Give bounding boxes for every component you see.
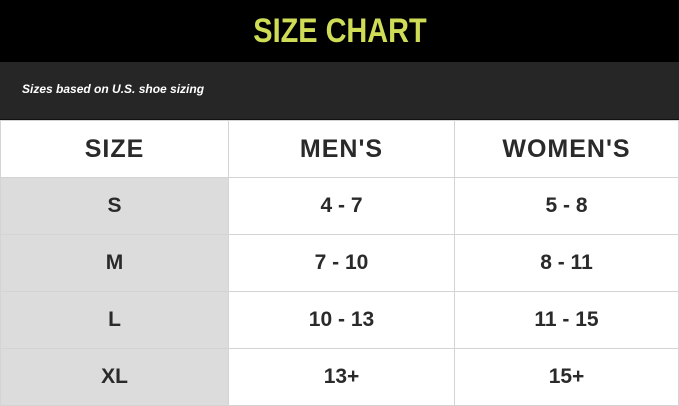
header-mens: MEN'S bbox=[228, 120, 455, 178]
table-row: XL 13+ 15+ bbox=[0, 348, 679, 406]
table-header-row: SIZE MEN'S WOMEN'S bbox=[0, 120, 679, 178]
size-cell: L bbox=[0, 291, 229, 349]
size-cell: XL bbox=[0, 348, 229, 406]
size-cell: M bbox=[0, 234, 229, 292]
womens-cell: 15+ bbox=[454, 348, 679, 406]
page-title: SIZE CHART bbox=[252, 11, 427, 50]
womens-cell: 8 - 11 bbox=[454, 234, 679, 292]
table-row: S 4 - 7 5 - 8 bbox=[0, 177, 679, 235]
mens-cell: 7 - 10 bbox=[228, 234, 455, 292]
size-table: SIZE MEN'S WOMEN'S S 4 - 7 5 - 8 M 7 - 1… bbox=[0, 120, 679, 406]
womens-cell: 5 - 8 bbox=[454, 177, 679, 235]
size-cell: S bbox=[0, 177, 229, 235]
table-row: M 7 - 10 8 - 11 bbox=[0, 234, 679, 292]
header-womens: WOMEN'S bbox=[454, 120, 679, 178]
header-size: SIZE bbox=[0, 120, 229, 178]
subtitle: Sizes based on U.S. shoe sizing bbox=[22, 82, 205, 96]
subtitle-bar: Sizes based on U.S. shoe sizing bbox=[0, 62, 679, 120]
womens-cell: 11 - 15 bbox=[454, 291, 679, 349]
mens-cell: 4 - 7 bbox=[228, 177, 455, 235]
table-row: L 10 - 13 11 - 15 bbox=[0, 291, 679, 349]
title-bar: SIZE CHART bbox=[0, 0, 679, 62]
mens-cell: 10 - 13 bbox=[228, 291, 455, 349]
mens-cell: 13+ bbox=[228, 348, 455, 406]
